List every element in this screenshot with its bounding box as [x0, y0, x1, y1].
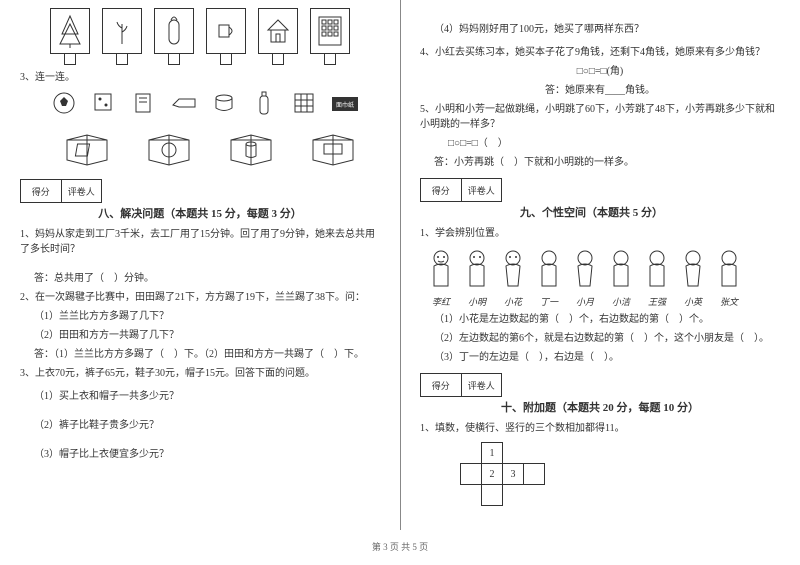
ball-icon [50, 91, 78, 115]
can-icon [210, 91, 238, 115]
kid-icon [424, 247, 458, 295]
section-10-title: 十、附加题（本题共 20 分，每题 10 分） [420, 399, 780, 415]
kid-icon [568, 247, 602, 295]
kid-name: 小明 [460, 295, 494, 308]
kid-icon [676, 247, 710, 295]
picture-box [154, 8, 194, 54]
kid-name: 小英 [676, 295, 710, 308]
checkbox[interactable] [116, 53, 128, 65]
cross-grid: 1 2 3 [460, 442, 780, 506]
score-label: 得分 [421, 374, 462, 396]
checkbox[interactable] [220, 53, 232, 65]
grader-label: 评卷人 [462, 179, 502, 201]
kid-name: 小月 [568, 295, 602, 308]
left-column: 3、连一连。 面巾纸 得分 评卷人 八、解决问题（本题共 15 分，每题 3 分… [0, 0, 400, 540]
question-9-1-1: （1）小花是左边数起的第（ ）个，右边数起的第（ ）个。 [434, 312, 780, 327]
question-8-2: 2、在一次踢毽子比赛中，田田踢了21下，方方踢了19下，兰兰踢了38下。问： [20, 290, 380, 305]
question-9-1-3: （3）丁一的左边是（ ），右边是（ ）。 [434, 350, 780, 365]
bottle-icon [250, 91, 278, 115]
section-8-title: 八、解决问题（本题共 15 分，每题 3 分） [20, 205, 380, 221]
kid-icon [640, 247, 674, 295]
picture-box [310, 8, 350, 54]
grader-label: 评卷人 [462, 374, 502, 396]
score-label: 得分 [21, 180, 62, 202]
kid-icon [712, 247, 746, 295]
question-8-3-1: （1）买上衣和帽子一共多少元？ [34, 389, 380, 404]
section-9-title: 九、个性空间（本题共 5 分） [520, 204, 780, 220]
kid-icon [496, 247, 530, 295]
score-box: 得分 评卷人 [20, 179, 102, 203]
kid-name: 小洁 [604, 295, 638, 308]
checkbox[interactable] [324, 53, 336, 65]
sphere-plate-icon [142, 129, 196, 171]
checkbox[interactable] [272, 53, 284, 65]
cuboid-plate-icon [306, 129, 360, 171]
question-5: 5、小明和小芳一起做跳绳，小明跳了60下，小芳跳了48下，小芳再跳多少下就和小明… [420, 102, 780, 132]
grid-cell-bottom [481, 484, 503, 506]
question-10-1: 1、填数，使横行、竖行的三个数相加都得11。 [420, 421, 780, 436]
cube-plate-icon [60, 129, 114, 171]
picture-box [258, 8, 298, 54]
kid-names-row: 李红 小明 小花 丁一 小月 小洁 王强 小英 张文 [424, 295, 780, 308]
kid-name: 丁一 [532, 295, 566, 308]
equation-4: □○□=□(角) [420, 64, 780, 79]
thermos-icon [163, 14, 185, 48]
checkbox[interactable] [168, 53, 180, 65]
cylinder-plate-icon [224, 129, 278, 171]
question-3: 3、连一连。 [20, 70, 380, 85]
question-9-1-2: （2）左边数起的第6个，就是右边数起的第（ ）个，这个小朋友是（ ）。 [434, 331, 780, 346]
answer-8-2: 答：（1）兰兰比方方多踢了（ ）下。（2）田田和方方一共踢了（ ）下。 [34, 347, 380, 362]
question-8-3-4: （4）妈妈刚好用了100元，她买了哪两样东西？ [434, 22, 780, 37]
svg-text:面巾纸: 面巾纸 [336, 101, 354, 109]
plant-icon [112, 16, 132, 46]
question-8-3-2: （2）裤子比鞋子贵多少元？ [34, 418, 380, 433]
grid-cell-top: 1 [481, 442, 503, 464]
kid-name: 李红 [424, 295, 458, 308]
score-box: 得分 评卷人 [420, 178, 502, 202]
picture-box [50, 8, 90, 54]
score-label: 得分 [421, 179, 462, 201]
building-icon [316, 14, 344, 48]
rubik-icon [290, 91, 318, 115]
grid-cell-far-right [523, 463, 545, 485]
cup-icon [215, 21, 237, 41]
question-8-3-3: （3）帽子比上衣便宜多少元？ [34, 447, 380, 462]
eraser-icon [170, 91, 198, 115]
question-4: 4、小红去买练习本，她买本子花了9角钱，还剩下4角钱，她原来有多少角钱？ [420, 45, 780, 60]
question-9-1: 1、学会辨别位置。 [420, 226, 780, 241]
grid-cell-left [460, 463, 482, 485]
kid-icon [460, 247, 494, 295]
picture-box [206, 8, 246, 54]
dice-icon [90, 91, 118, 115]
question-8-2-2: （2）田田和方方一共踢了几下？ [34, 328, 380, 343]
grader-label: 评卷人 [62, 180, 102, 202]
question-8-1: 1、妈妈从家走到工厂3千米，去工厂用了15分钟。回了用了9分钟，她来去总共用了多… [20, 227, 380, 257]
picture-box [102, 8, 142, 54]
page-footer: 第 3 页 共 5 页 [0, 540, 800, 553]
object-row: 面巾纸 [50, 91, 380, 115]
grid-cell-mid: 2 [481, 463, 503, 485]
answer-4: 答：她原来有____角钱。 [420, 83, 780, 98]
kid-name: 张文 [712, 295, 746, 308]
top-image-row [50, 8, 380, 54]
answer-5: 答：小芳再跳（ ）下就和小明跳的一样多。 [434, 155, 780, 170]
score-box: 得分 评卷人 [420, 373, 502, 397]
answer-8-1: 答：总共用了（ ）分钟。 [34, 271, 380, 286]
shape-plate-row [60, 129, 380, 171]
tree-icon [56, 14, 84, 48]
right-column: （4）妈妈刚好用了100元，她买了哪两样东西？ 4、小红去买练习本，她买本子花了… [400, 0, 800, 540]
kid-icon [532, 247, 566, 295]
kid-name: 王强 [640, 295, 674, 308]
kid-icon [604, 247, 638, 295]
kids-row [424, 247, 780, 295]
book-icon [130, 91, 158, 115]
tissue-icon: 面巾纸 [330, 91, 358, 115]
question-8-3: 3、上衣70元，裤子65元，鞋子30元，帽子15元。回答下面的问题。 [20, 366, 380, 381]
equation-5: □○□=□（ ） [448, 136, 780, 151]
grid-cell-right: 3 [502, 463, 524, 485]
kid-name: 小花 [496, 295, 530, 308]
checkbox[interactable] [64, 53, 76, 65]
house-icon [265, 18, 291, 44]
question-8-2-1: （1）兰兰比方方多踢了几下？ [34, 309, 380, 324]
